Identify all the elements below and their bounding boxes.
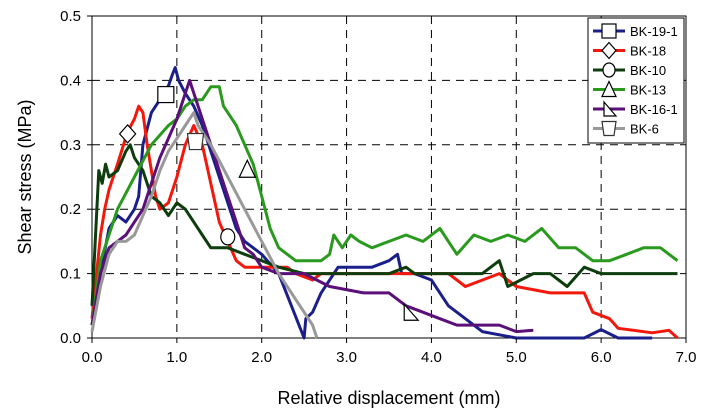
x-axis-label: Relative displacement (mm) — [277, 388, 500, 408]
x-tick-label: 2.0 — [251, 349, 272, 366]
legend-item-bk-13: BK-13 — [593, 80, 666, 98]
x-tick-label: 1.0 — [166, 349, 187, 366]
x-tick-label: 7.0 — [676, 349, 697, 366]
axes: 0.0 1.0 2.0 3.0 4.0 5.0 6.0 7.0 0.0 0.1 0.2 0.3 0.4 0… — [60, 8, 696, 366]
series-bk-18 — [90, 104, 679, 340]
legend-label: BK-18 — [630, 44, 666, 59]
legend-marker — [603, 100, 618, 117]
legend-marker — [601, 80, 617, 98]
series-bk-13 — [90, 85, 679, 326]
data-marker-bk-19-1 — [157, 85, 175, 104]
legend-item-bk-19-1: BK-19-1 — [593, 23, 678, 39]
data-marker-bk-13 — [238, 158, 257, 178]
x-tick-label: 3.0 — [336, 349, 357, 366]
series-line-bk-18 — [90, 104, 679, 340]
series-bk-6 — [90, 111, 319, 339]
y-tick-label: 0.5 — [60, 8, 81, 25]
legend-label: BK-6 — [630, 122, 659, 137]
legend-marker — [602, 62, 616, 78]
y-tick-label: 0.2 — [60, 201, 81, 218]
x-tick-label: 6.0 — [591, 349, 612, 366]
series-line-bk-10 — [90, 143, 678, 306]
legend-item-bk-6: BK-6 — [593, 120, 659, 137]
plot-area-frame — [91, 15, 687, 339]
legend: BK-19-1 BK-18 BK-10 BK-13 BK-16-1 BK-6 — [587, 17, 685, 144]
data-marker-bk-18 — [118, 123, 137, 144]
series-bk-10 — [90, 143, 678, 306]
legend-item-bk-10: BK-10 — [593, 62, 666, 78]
legend-marker — [601, 23, 617, 39]
legend-marker — [601, 41, 617, 60]
legend-marker — [601, 120, 617, 137]
x-tick-label: 4.0 — [421, 349, 442, 366]
y-axis-label: Shear stress (MPa) — [15, 99, 35, 254]
series-line-bk-13 — [90, 85, 679, 326]
x-tick-label: 0.0 — [82, 349, 103, 366]
series-line-bk-6 — [90, 111, 319, 339]
y-tick-label: 0.3 — [60, 137, 81, 154]
data-marker-bk-16-1 — [403, 302, 420, 321]
series-line-bk-19-1 — [90, 66, 653, 340]
data-marker-bk-10 — [220, 228, 236, 246]
legend-label: BK-10 — [630, 63, 666, 78]
legend-label: BK-19-1 — [630, 24, 678, 39]
legend-item-bk-16-1: BK-16-1 — [593, 100, 678, 117]
legend-label: BK-16-1 — [630, 102, 678, 117]
data-marker-bk-6 — [186, 132, 205, 151]
y-tick-label: 0.4 — [60, 72, 81, 89]
series-group — [90, 66, 679, 340]
y-tick-label: 0.0 — [60, 330, 81, 347]
y-tick-label: 0.1 — [60, 266, 81, 283]
legend-item-bk-18: BK-18 — [593, 41, 666, 60]
series-bk-16-1 — [90, 78, 534, 334]
x-tick-label: 5.0 — [506, 349, 527, 366]
series-line-bk-16-1 — [90, 78, 534, 334]
legend-label: BK-13 — [630, 83, 666, 98]
series-bk-19-1 — [90, 66, 653, 340]
